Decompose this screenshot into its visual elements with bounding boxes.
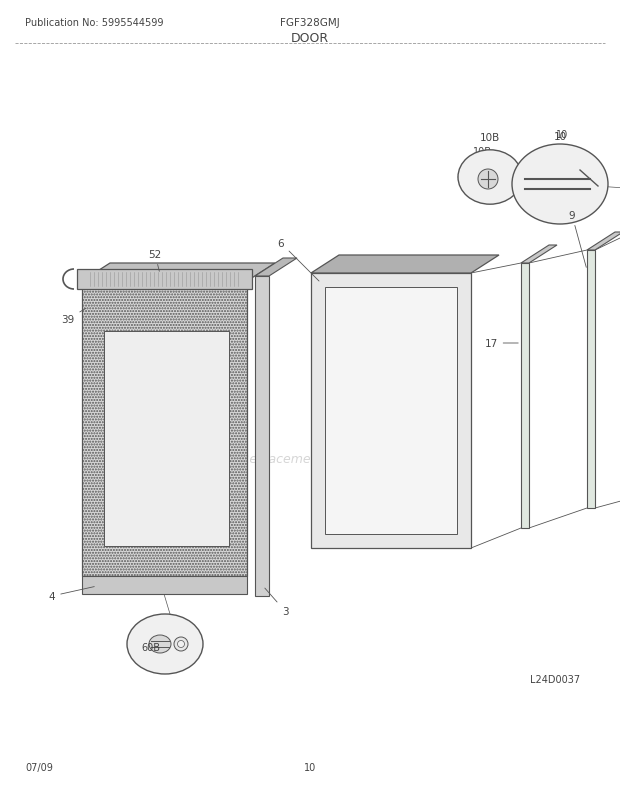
Text: DOOR: DOOR	[291, 32, 329, 45]
Polygon shape	[521, 245, 557, 264]
Ellipse shape	[149, 635, 171, 653]
Polygon shape	[587, 251, 595, 508]
Text: FGF328GMJ: FGF328GMJ	[280, 18, 340, 28]
Polygon shape	[325, 288, 457, 534]
Polygon shape	[77, 269, 252, 290]
Text: 8: 8	[0, 801, 1, 802]
Text: eReplacementParts.com: eReplacementParts.com	[234, 453, 386, 466]
Ellipse shape	[127, 614, 203, 674]
Text: 17: 17	[484, 338, 518, 349]
Text: 10: 10	[304, 762, 316, 772]
Text: 39: 39	[61, 309, 86, 325]
Text: 10B: 10B	[480, 133, 500, 143]
Polygon shape	[82, 577, 247, 594]
Text: 12: 12	[0, 801, 1, 802]
Polygon shape	[311, 273, 471, 549]
Polygon shape	[255, 259, 297, 277]
Polygon shape	[82, 282, 247, 577]
Polygon shape	[311, 256, 499, 273]
Polygon shape	[521, 264, 529, 529]
Text: 9: 9	[569, 211, 587, 268]
Text: 3: 3	[265, 589, 288, 616]
Text: 10B: 10B	[472, 147, 492, 157]
Text: 4: 4	[49, 587, 94, 602]
Circle shape	[478, 170, 498, 190]
Ellipse shape	[177, 641, 185, 648]
Text: 52: 52	[148, 249, 162, 272]
Text: 60B: 60B	[141, 642, 161, 652]
Ellipse shape	[512, 145, 608, 225]
Text: 6: 6	[278, 239, 319, 282]
Ellipse shape	[458, 151, 522, 205]
Text: 10: 10	[554, 132, 567, 142]
Text: Publication No: 5995544599: Publication No: 5995544599	[25, 18, 164, 28]
Polygon shape	[82, 264, 275, 282]
Text: L24D0037: L24D0037	[530, 674, 580, 684]
Text: 10: 10	[556, 130, 568, 140]
Text: 07/09: 07/09	[25, 762, 53, 772]
Polygon shape	[255, 277, 269, 596]
Ellipse shape	[174, 638, 188, 651]
Polygon shape	[587, 233, 620, 251]
Polygon shape	[104, 331, 229, 546]
